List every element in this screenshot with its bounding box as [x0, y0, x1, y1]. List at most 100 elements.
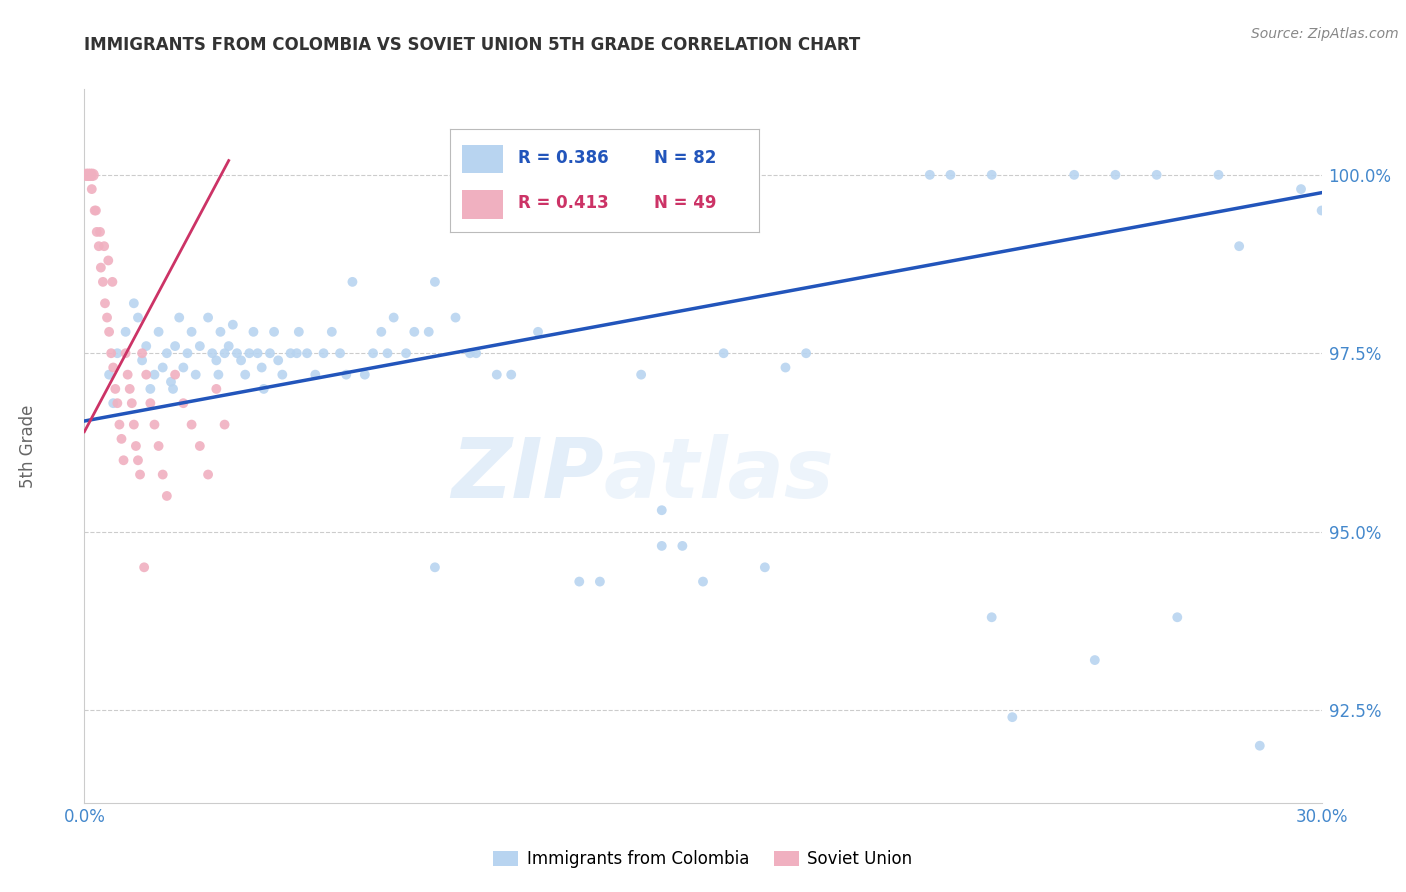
Point [114, 346, 136, 360]
Text: Source: ZipAtlas.com: Source: ZipAtlas.com [1251, 27, 1399, 41]
Point [589, 574, 612, 589]
Text: N = 82: N = 82 [654, 149, 717, 167]
Point [83, 203, 105, 218]
Text: atlas: atlas [605, 434, 835, 515]
Point [1208, 168, 1230, 182]
Point [98, 368, 121, 382]
Point [162, 382, 184, 396]
Point [165, 368, 187, 382]
Point [980, 610, 1002, 624]
Point [90, 260, 112, 275]
Point [335, 368, 357, 382]
Point [1001, 710, 1024, 724]
Point [105, 346, 128, 360]
Point [312, 346, 335, 360]
Point [79, 168, 101, 182]
Point [444, 310, 467, 325]
Text: 5th Grade: 5th Grade [20, 404, 37, 488]
Point [1227, 239, 1250, 253]
Point [527, 325, 550, 339]
Point [271, 368, 294, 382]
Point [259, 346, 281, 360]
Point [214, 417, 236, 432]
Bar [463, 190, 502, 219]
Point [94, 296, 117, 310]
Point [233, 368, 256, 382]
Point [1289, 182, 1312, 196]
Point [108, 417, 131, 432]
Point [165, 339, 187, 353]
Point [93, 239, 115, 253]
Point [143, 417, 166, 432]
Point [342, 275, 364, 289]
Point [104, 382, 127, 396]
Point [114, 325, 136, 339]
Point [127, 453, 149, 467]
Point [103, 360, 125, 375]
Bar [463, 145, 502, 173]
Point [465, 346, 488, 360]
Point [775, 360, 797, 375]
Point [651, 503, 673, 517]
Point [77, 168, 100, 182]
Point [361, 346, 384, 360]
Point [184, 368, 207, 382]
Point [139, 396, 162, 410]
Point [754, 560, 776, 574]
Point [246, 346, 269, 360]
Point [501, 368, 523, 382]
Point [242, 325, 264, 339]
Point [180, 325, 202, 339]
Point [209, 325, 232, 339]
Point [75, 168, 97, 182]
Point [117, 368, 139, 382]
Point [382, 310, 405, 325]
Point [353, 368, 375, 382]
Point [176, 346, 198, 360]
Point [127, 310, 149, 325]
Point [321, 325, 343, 339]
Point [201, 346, 224, 360]
Point [568, 574, 591, 589]
Point [1104, 168, 1126, 182]
Point [423, 275, 446, 289]
Point [87, 239, 110, 253]
Point [214, 346, 236, 360]
Point [97, 253, 120, 268]
Point [1084, 653, 1107, 667]
Point [713, 346, 735, 360]
Text: R = 0.386: R = 0.386 [517, 149, 609, 167]
Point [207, 368, 229, 382]
Text: IMMIGRANTS FROM COLOMBIA VS SOVIET UNION 5TH GRADE CORRELATION CHART: IMMIGRANTS FROM COLOMBIA VS SOVIET UNION… [84, 36, 860, 54]
Point [143, 368, 166, 382]
Point [100, 346, 122, 360]
Point [125, 439, 148, 453]
Point [370, 325, 392, 339]
Point [101, 275, 124, 289]
Text: R = 0.413: R = 0.413 [517, 194, 609, 212]
Point [112, 453, 135, 467]
Point [103, 396, 125, 410]
Text: ZIP: ZIP [451, 434, 605, 515]
Point [89, 225, 111, 239]
Point [122, 417, 145, 432]
Point [404, 325, 426, 339]
Point [1146, 168, 1168, 182]
Point [222, 318, 245, 332]
Point [263, 325, 285, 339]
Point [267, 353, 290, 368]
Point [122, 296, 145, 310]
Point [98, 325, 121, 339]
Point [148, 325, 170, 339]
Point [91, 275, 114, 289]
Point [110, 432, 132, 446]
Legend: Immigrants from Colombia, Soviet Union: Immigrants from Colombia, Soviet Union [486, 844, 920, 875]
Point [197, 467, 219, 482]
Point [84, 203, 107, 218]
Point [238, 346, 260, 360]
Point [80, 182, 103, 196]
Point [329, 346, 352, 360]
Point [250, 360, 273, 375]
Point [131, 353, 153, 368]
Point [1166, 610, 1188, 624]
